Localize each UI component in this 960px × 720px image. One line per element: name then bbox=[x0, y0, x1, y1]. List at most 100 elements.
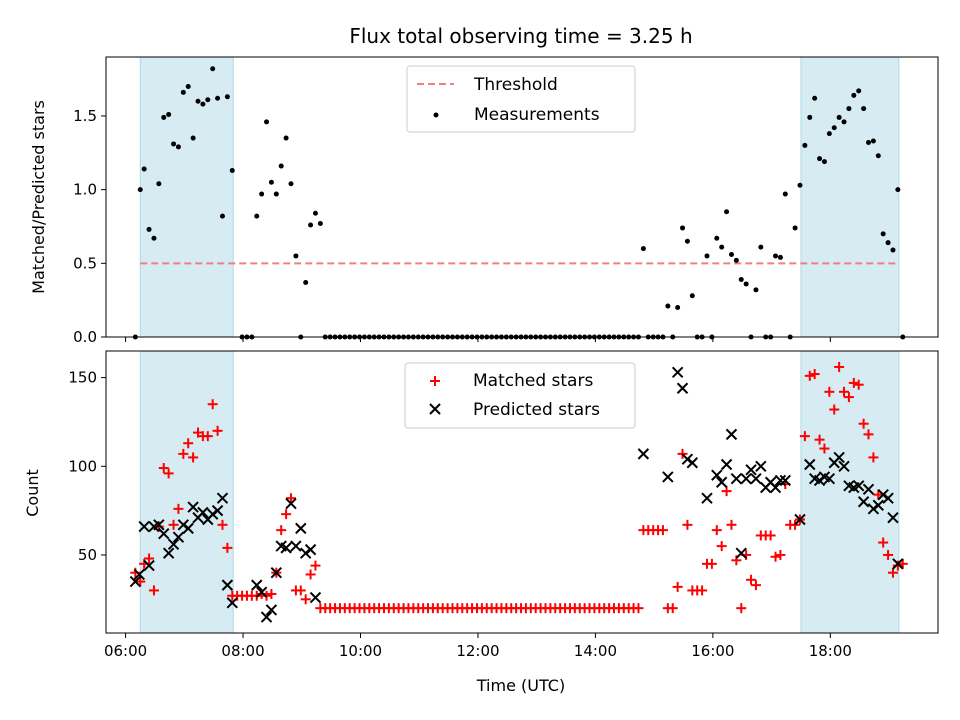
measurement-point bbox=[156, 181, 162, 187]
measurement-point bbox=[724, 209, 730, 215]
matched-star-point bbox=[212, 425, 223, 436]
measurement-point bbox=[895, 187, 901, 193]
top-y-tick-label: 1.0 bbox=[73, 181, 97, 199]
predicted-star-point bbox=[769, 481, 782, 494]
predicted-star-point bbox=[133, 568, 145, 581]
legend-predicted-swatch bbox=[429, 403, 441, 415]
x-tick-label: 06:00 bbox=[104, 642, 147, 660]
matched-star-point bbox=[697, 585, 708, 596]
predicted-star-point bbox=[197, 506, 209, 519]
measurement-point bbox=[180, 89, 186, 95]
bottom-y-ticks: 50 100 150 bbox=[68, 369, 106, 564]
measurement-point bbox=[812, 95, 818, 101]
measurement-point bbox=[215, 95, 221, 101]
measurement-point bbox=[728, 251, 734, 257]
top-y-tick-label: 1.5 bbox=[73, 107, 97, 125]
matched-star-point bbox=[736, 603, 747, 614]
predicted-star-point bbox=[887, 512, 899, 524]
matched-star-point bbox=[726, 519, 737, 530]
predicted-star-point bbox=[701, 492, 713, 504]
bottom-y-tick-label: 50 bbox=[78, 546, 97, 564]
measurement-point bbox=[210, 66, 216, 72]
predicted-star-point bbox=[857, 496, 870, 508]
top-legend: Threshold Measurements bbox=[406, 65, 636, 133]
measurement-point bbox=[137, 187, 143, 193]
matched-star-point bbox=[633, 603, 644, 614]
matched-star-point bbox=[667, 603, 678, 614]
predicted-star-point bbox=[172, 531, 185, 543]
measurement-point bbox=[680, 225, 686, 231]
matched-star-point bbox=[868, 452, 879, 463]
measurement-point bbox=[640, 246, 646, 252]
matched-star-point bbox=[716, 541, 727, 552]
matched-star-point bbox=[217, 519, 228, 530]
predicted-star-point bbox=[158, 527, 170, 540]
measurement-point bbox=[195, 98, 201, 104]
measurement-point bbox=[268, 179, 274, 185]
matched-star-point bbox=[848, 377, 859, 388]
measurement-point bbox=[161, 114, 167, 120]
matched-star-point bbox=[711, 525, 722, 536]
measurement-point bbox=[675, 305, 681, 311]
matched-star-point bbox=[305, 569, 316, 580]
measurement-point bbox=[821, 159, 827, 165]
matched-star-point bbox=[276, 525, 287, 536]
matched-star-point bbox=[887, 567, 898, 578]
legend-measurement-swatch bbox=[433, 112, 439, 118]
matched-star-point bbox=[148, 585, 159, 596]
top-y-tick-label: 0.0 bbox=[73, 328, 97, 346]
measurement-point bbox=[317, 221, 323, 227]
predicted-star-point bbox=[211, 504, 224, 517]
legend-predicted-label: Predicted stars bbox=[473, 400, 600, 420]
matched-star-point bbox=[799, 431, 810, 442]
predicted-star-point bbox=[862, 483, 875, 496]
measurement-point bbox=[229, 167, 235, 173]
measurement-point bbox=[880, 231, 886, 237]
measurement-point bbox=[264, 119, 270, 125]
measurement-point bbox=[665, 303, 671, 309]
matched-star-point bbox=[814, 434, 825, 445]
predicted-star-point bbox=[740, 472, 752, 485]
measurement-point bbox=[807, 114, 813, 120]
matched-star-point bbox=[892, 560, 903, 571]
measurement-point bbox=[689, 293, 695, 299]
measurement-point bbox=[826, 131, 832, 137]
predicted-star-point bbox=[750, 472, 762, 485]
predicted-star-point bbox=[187, 501, 199, 513]
measurement-point bbox=[146, 226, 152, 232]
predicted-star-point bbox=[143, 559, 155, 572]
measurement-point bbox=[175, 144, 181, 150]
matched-star-point bbox=[819, 443, 830, 454]
matched-star-point bbox=[750, 580, 761, 591]
measurement-point bbox=[704, 253, 710, 259]
predicted-star-point bbox=[676, 382, 689, 394]
measurement-point bbox=[141, 166, 147, 172]
measurement-point bbox=[743, 281, 749, 287]
measurement-point bbox=[851, 92, 857, 98]
predicted-star-point bbox=[872, 499, 884, 512]
measurement-point bbox=[890, 247, 896, 253]
measurement-point bbox=[782, 191, 788, 197]
predicted-star-point bbox=[290, 540, 302, 552]
matched-star-point bbox=[202, 431, 213, 442]
predicted-star-point bbox=[774, 474, 787, 487]
matched-star-point bbox=[672, 581, 683, 592]
matched-star-point bbox=[163, 468, 174, 479]
measurement-point bbox=[190, 135, 196, 141]
matched-star-point bbox=[706, 558, 717, 569]
matched-star-point bbox=[144, 553, 155, 564]
predicted-star-point bbox=[804, 458, 816, 471]
count-panel: 50 100 150 06:00 08:00 10:00 12:00 14:00 16:00 1… bbox=[23, 350, 939, 695]
predicted-star-point bbox=[715, 476, 728, 488]
legend-matched-swatch bbox=[430, 376, 440, 386]
top-legend-box bbox=[406, 65, 636, 133]
measurement-point bbox=[797, 182, 803, 188]
measurement-point bbox=[185, 83, 191, 89]
predicted-star-point bbox=[686, 457, 699, 469]
top-x-ticks bbox=[125, 337, 831, 342]
measurement-point bbox=[288, 181, 294, 187]
predicted-star-point bbox=[730, 472, 743, 485]
measurement-point bbox=[738, 277, 744, 283]
measurement-point bbox=[293, 253, 299, 259]
predicted-star-point bbox=[285, 497, 297, 510]
